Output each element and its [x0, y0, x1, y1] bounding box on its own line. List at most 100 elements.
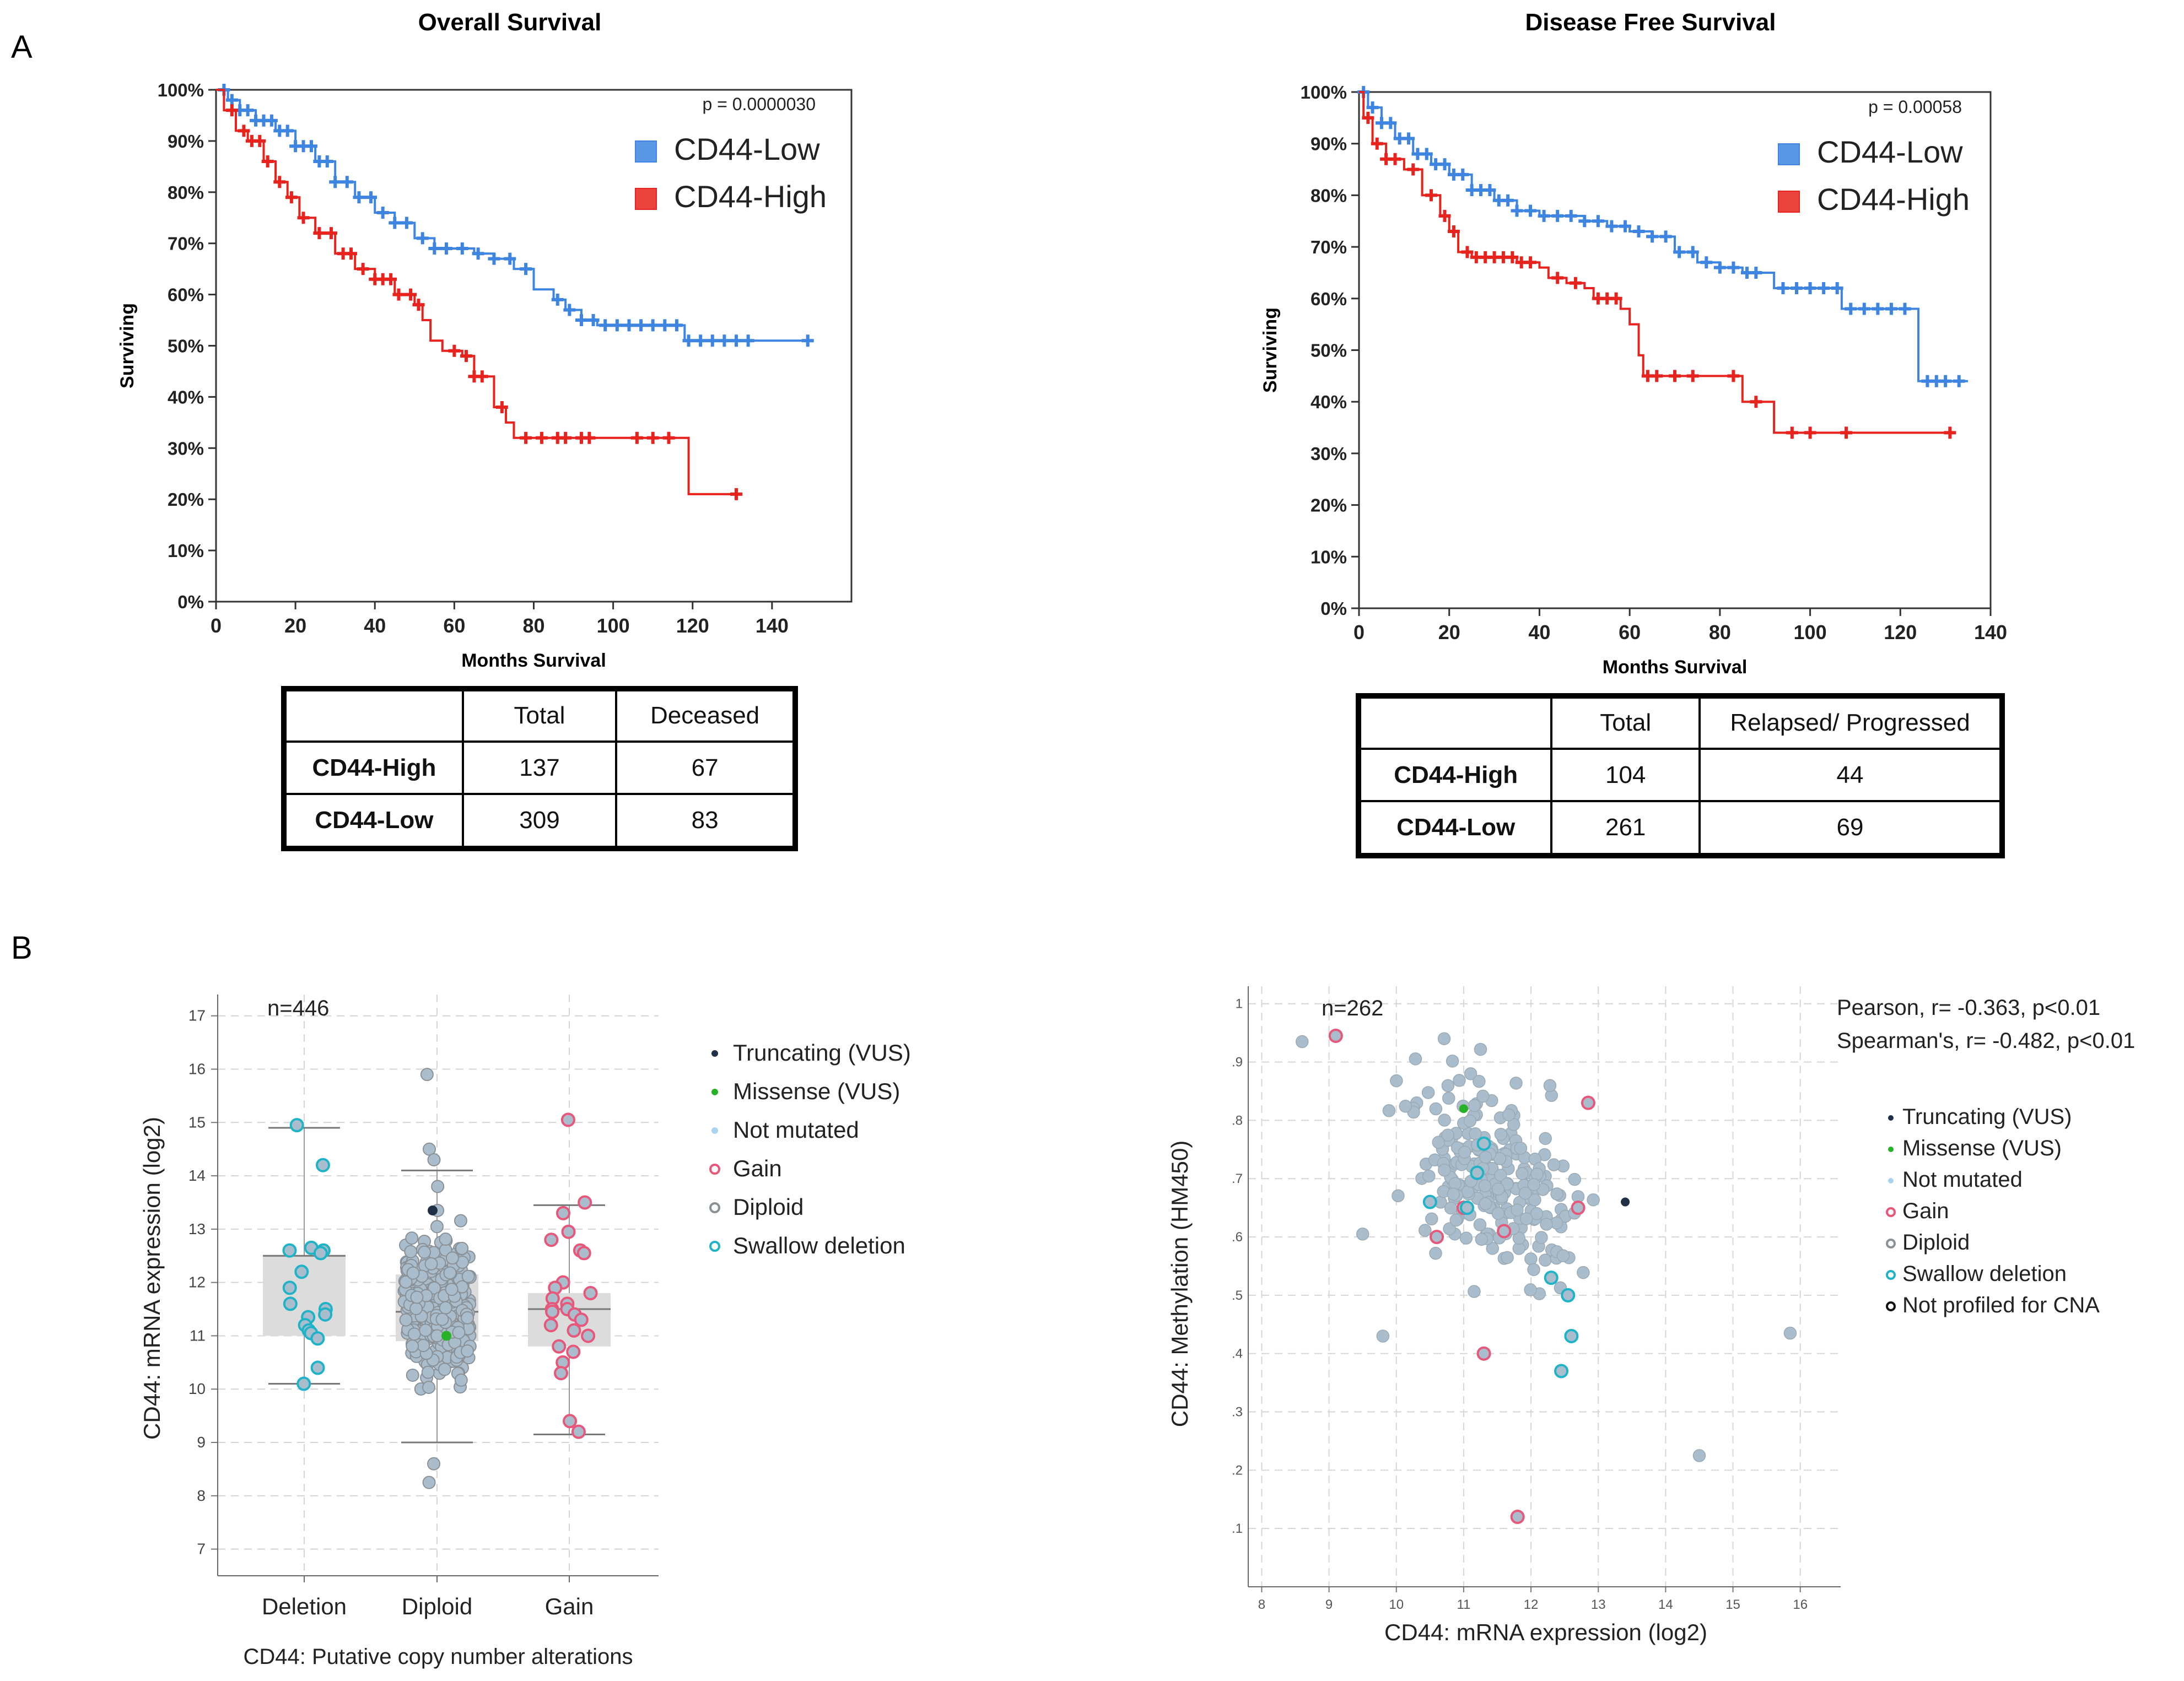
censor-mark: [1818, 282, 1830, 295]
dfs-table-total: 104: [1550, 747, 1701, 803]
data-point: [1468, 1099, 1481, 1112]
censor-mark: [281, 125, 294, 137]
legend-label: Diploid: [733, 1194, 804, 1220]
os-table-header-total: Total: [461, 688, 618, 743]
censor-mark: [1438, 209, 1451, 222]
censor-mark: [488, 252, 500, 265]
data-point: [1449, 1213, 1463, 1227]
data-point: [1550, 1187, 1563, 1201]
x-tick-label: 80: [1709, 621, 1731, 644]
data-point: [1543, 1079, 1557, 1093]
data-point-diploid: [428, 1281, 441, 1295]
censor-mark: [1605, 220, 1618, 233]
data-point-diploid: [405, 1231, 419, 1245]
x-tick-label: Gain: [545, 1593, 594, 1619]
x-tick-label: 40: [1528, 621, 1550, 644]
censor-mark: [718, 334, 731, 347]
data-point: [1463, 1114, 1477, 1128]
data-point: [1577, 1266, 1590, 1279]
data-point: [1441, 1128, 1454, 1142]
data-point: [1464, 1067, 1477, 1080]
data-point-deletion: [1544, 1271, 1559, 1285]
data-point-diploid: [445, 1283, 459, 1296]
censor-mark: [1786, 426, 1798, 439]
data-point: [1376, 1329, 1390, 1343]
dfs-table-event: 44: [1698, 747, 2003, 803]
censor-mark: [1669, 370, 1681, 382]
censor-mark: [1619, 220, 1631, 233]
data-point-diploid: [421, 1365, 435, 1379]
censor-mark: [460, 350, 472, 363]
data-point: [1527, 1263, 1540, 1277]
censor-mark: [1686, 370, 1699, 382]
data-point-diploid: [445, 1251, 459, 1265]
censor-mark: [730, 488, 743, 500]
censor-mark: [1502, 194, 1514, 207]
x-tick-label: 20: [284, 614, 306, 637]
correlation-stat-label: Spearman's, r= -0.482, p<0.01: [1837, 1029, 2135, 1053]
x-tick-label: 0: [211, 614, 222, 637]
censor-mark: [297, 212, 310, 224]
data-point-gain: [544, 1233, 559, 1247]
data-point-diploid: [461, 1311, 474, 1325]
data-point: [1421, 1086, 1435, 1099]
censor-mark: [1953, 375, 1965, 387]
x-axis-label: CD44: mRNA expression (log2): [1384, 1619, 1707, 1645]
censor-mark: [587, 314, 600, 327]
data-point-gain: [574, 1312, 589, 1327]
censor-mark: [1578, 215, 1591, 228]
x-tick-label: 120: [676, 614, 709, 637]
data-point: [1514, 1142, 1528, 1155]
legend-label: CD44-High: [1817, 182, 1970, 217]
data-point: [1425, 1212, 1438, 1226]
sample-count-label: n=446: [267, 996, 329, 1020]
data-point: [1382, 1104, 1396, 1117]
censor-mark: [1750, 396, 1762, 408]
data-point-gain: [571, 1424, 586, 1439]
legend-label: Not mutated: [733, 1117, 859, 1143]
y-tick-label: 50%: [168, 336, 204, 356]
x-tick-label: 16: [1793, 1597, 1808, 1612]
data-point: [1437, 1032, 1451, 1045]
chart-title: Overall Survival: [418, 9, 602, 36]
x-tick-label: 60: [1619, 621, 1641, 644]
data-point-diploid: [406, 1266, 420, 1280]
data-point-diploid: [431, 1180, 445, 1193]
censor-mark: [1872, 302, 1884, 315]
data-point-diploid: [427, 1457, 441, 1471]
data-point-deletion: [283, 1296, 298, 1311]
os-table-header-empty: [283, 688, 464, 743]
y-tick-label: .5: [1232, 1288, 1243, 1303]
censor-mark: [495, 401, 508, 413]
censor-mark: [1944, 426, 1956, 439]
censor-mark: [1686, 246, 1699, 258]
data-point: [1519, 1186, 1532, 1200]
censor-mark: [1791, 282, 1803, 295]
survival-curve-cd44-high: [216, 89, 737, 495]
legend-label: Swallow deletion: [1902, 1262, 2067, 1286]
data-point-diploid: [422, 1381, 436, 1394]
data-point: [1429, 1102, 1443, 1116]
dfs-table-header-total: Total: [1550, 695, 1701, 750]
data-point: [1438, 1114, 1451, 1127]
censor-mark: [706, 334, 719, 347]
data-point-deletion: [310, 1360, 325, 1375]
data-point-deletion: [1422, 1194, 1437, 1209]
data-point: [1422, 1169, 1436, 1183]
censor-mark: [1646, 230, 1659, 243]
censor-mark: [254, 134, 266, 147]
dfs-table-header-empty: [1357, 695, 1553, 750]
data-point: [1494, 1169, 1507, 1182]
x-tick-label: 120: [1884, 621, 1917, 644]
data-point-diploid: [461, 1269, 475, 1283]
y-tick-label: 90%: [1311, 134, 1347, 154]
censor-mark: [1659, 230, 1672, 243]
data-point-diploid: [455, 1241, 469, 1255]
censor-mark: [1632, 225, 1645, 237]
y-tick-label: 10%: [1311, 547, 1347, 567]
data-point-diploid: [439, 1233, 452, 1246]
data-point: [1446, 1055, 1459, 1068]
censor-mark: [1610, 292, 1622, 305]
y-tick-label: 100%: [1301, 82, 1347, 102]
panel-label-a: A: [11, 29, 33, 65]
